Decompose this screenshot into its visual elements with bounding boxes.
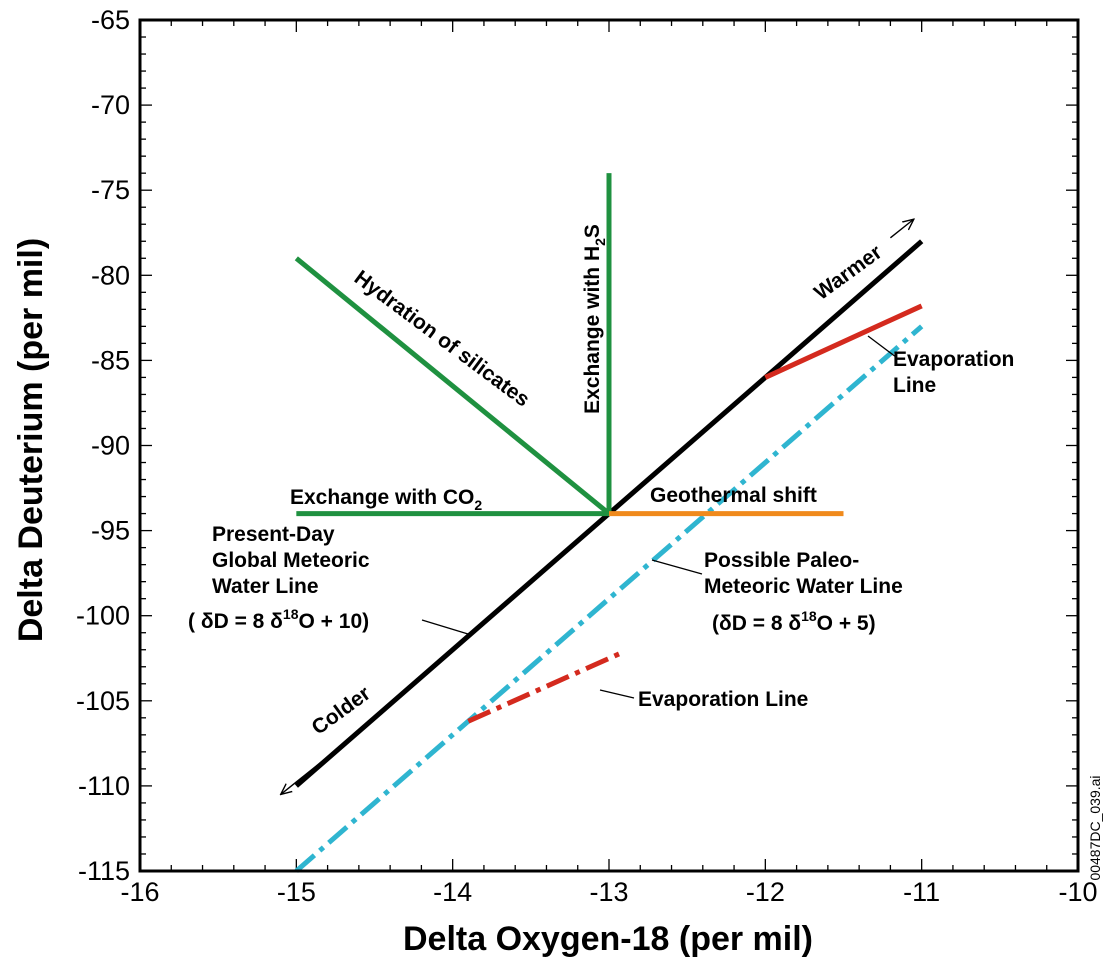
x-tick-label: -11 xyxy=(903,877,940,907)
x-tick-label: -15 xyxy=(277,877,316,907)
y-tick-label: -110 xyxy=(78,771,130,801)
colder-label: Colder xyxy=(308,682,375,740)
evap-upper-label-2: Line xyxy=(893,374,936,397)
series-lines xyxy=(294,173,924,873)
paleo-eq-close: O + 5) xyxy=(817,612,876,635)
geothermal-label: Geothermal shift xyxy=(650,484,817,507)
plot-frame xyxy=(138,18,1080,873)
y-tick-label: -75 xyxy=(91,175,130,205)
gmwl-label-3: Water Line xyxy=(212,575,319,598)
y-tick-label: -80 xyxy=(91,260,130,290)
x-axis-title: Delta Oxygen-18 (per mil) xyxy=(403,920,813,958)
x-tick-label: -13 xyxy=(589,877,628,907)
x-tick-label: -10 xyxy=(1058,877,1097,907)
x-tick-label: -12 xyxy=(746,877,785,907)
direction-arrows xyxy=(281,219,914,794)
hydration-label: Hydration of silicates xyxy=(350,266,534,411)
y-tick-label: -100 xyxy=(76,601,130,631)
y-tick-label: -85 xyxy=(91,345,130,375)
warmer-arrow xyxy=(889,219,913,239)
co2-label-sub: 2 xyxy=(474,497,482,513)
evap-lower-leader xyxy=(599,689,635,699)
x-tick-label: -14 xyxy=(433,877,472,907)
evap-upper-label-1: Evaporation xyxy=(893,348,1014,371)
x-tick-label: -16 xyxy=(120,877,159,907)
warmer-label: Warmer xyxy=(810,241,886,305)
paleo-eq-sup: 18 xyxy=(801,608,817,624)
series-line-evap-lower xyxy=(467,649,626,724)
gmwl-eq-open: ( δD = 8 δ xyxy=(188,610,283,633)
h2s-label-tail: S xyxy=(581,224,604,238)
evap-upper-leader xyxy=(867,335,897,358)
tick-labels: -16 -15 -14 -13 -12 -11 -10 -115 -110 -105 -100 -95… xyxy=(76,5,1098,907)
y-tick-label: -90 xyxy=(91,431,130,461)
paleo-label-1: Possible Paleo- xyxy=(704,549,859,572)
series-line-paleo xyxy=(294,324,924,873)
co2-label: Exchange with CO2 xyxy=(290,486,482,513)
gmwl-label-2: Global Meteoric xyxy=(212,549,370,572)
paleo-leader xyxy=(651,559,703,575)
y-tick-label: -70 xyxy=(91,90,130,120)
gmwl-label-1: Present-Day xyxy=(212,523,335,546)
h2s-label: Exchange with H2S xyxy=(581,224,608,414)
gmwl-leader xyxy=(421,619,469,635)
leader-lines xyxy=(421,335,897,699)
paleo-equation: (δD = 8 δ18O + 5) xyxy=(712,608,876,635)
file-id-note: 00487DC_039.ai xyxy=(1087,775,1103,880)
y-axis-title: Delta Deuterium (per mil) xyxy=(12,238,50,642)
h2s-label-sub: 2 xyxy=(592,238,608,246)
co2-label-main: Exchange with CO xyxy=(290,486,474,509)
colder-arrow xyxy=(281,756,329,794)
y-tick-label: -95 xyxy=(91,516,130,546)
gmwl-eq-close: O + 10) xyxy=(299,610,370,633)
evap-lower-label: Evaporation Line xyxy=(638,688,808,711)
gmwl-equation: ( δD = 8 δ18O + 10) xyxy=(188,606,369,633)
y-tick-label: -115 xyxy=(78,856,130,886)
h2s-label-main: Exchange with H xyxy=(581,246,604,414)
y-tick-label: -65 xyxy=(91,5,130,35)
series-line-evap-upper xyxy=(764,303,923,380)
gmwl-eq-sup: 18 xyxy=(283,606,299,622)
y-tick-label: -105 xyxy=(76,686,130,716)
paleo-label-2: Meteoric Water Line xyxy=(704,575,903,598)
series-line-hydration xyxy=(294,256,611,516)
paleo-eq-open: (δD = 8 δ xyxy=(712,612,801,635)
